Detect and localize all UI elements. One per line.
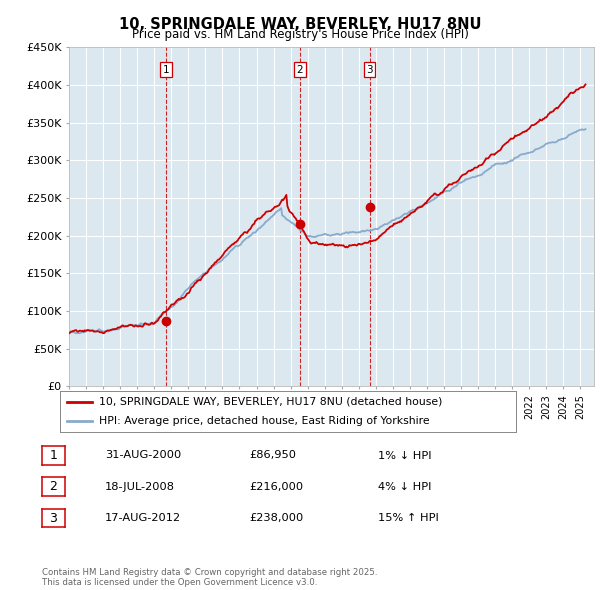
Text: 15% ↑ HPI: 15% ↑ HPI [378,513,439,523]
Text: 2: 2 [49,480,58,493]
Text: 18-JUL-2008: 18-JUL-2008 [105,482,175,491]
Text: 2: 2 [296,65,303,75]
Text: HPI: Average price, detached house, East Riding of Yorkshire: HPI: Average price, detached house, East… [99,416,430,426]
Text: Price paid vs. HM Land Registry's House Price Index (HPI): Price paid vs. HM Land Registry's House … [131,28,469,41]
Text: Contains HM Land Registry data © Crown copyright and database right 2025.
This d: Contains HM Land Registry data © Crown c… [42,568,377,587]
Text: 3: 3 [49,512,58,525]
Text: 1% ↓ HPI: 1% ↓ HPI [378,451,431,460]
Text: £216,000: £216,000 [249,482,303,491]
Text: 10, SPRINGDALE WAY, BEVERLEY, HU17 8NU: 10, SPRINGDALE WAY, BEVERLEY, HU17 8NU [119,17,481,31]
Text: 1: 1 [49,449,58,462]
Text: £86,950: £86,950 [249,451,296,460]
Text: 10, SPRINGDALE WAY, BEVERLEY, HU17 8NU (detached house): 10, SPRINGDALE WAY, BEVERLEY, HU17 8NU (… [99,396,442,407]
Text: 31-AUG-2000: 31-AUG-2000 [105,451,181,460]
Text: £238,000: £238,000 [249,513,303,523]
Text: 17-AUG-2012: 17-AUG-2012 [105,513,181,523]
Text: 1: 1 [163,65,169,75]
Text: 4% ↓ HPI: 4% ↓ HPI [378,482,431,491]
Text: 3: 3 [366,65,373,75]
